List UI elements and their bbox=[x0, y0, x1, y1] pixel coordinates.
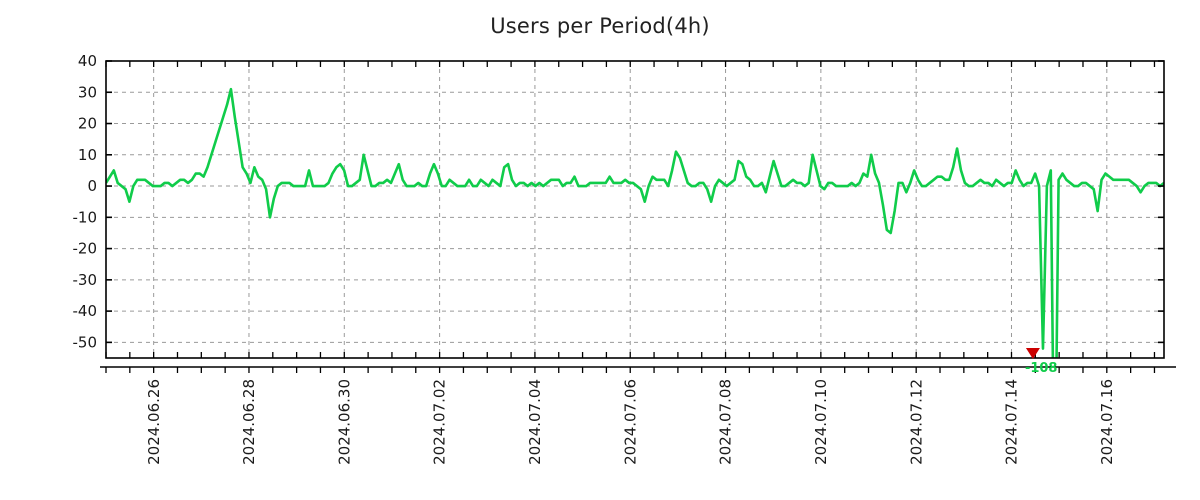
outlier-marker-triangle-down-icon bbox=[1025, 348, 1040, 359]
x-tick-label: 2024.07.12 bbox=[907, 379, 925, 465]
x-tick-label: 2024.07.04 bbox=[526, 379, 544, 465]
y-tick-label: -20 bbox=[73, 240, 98, 258]
x-tick-label: 2024.07.14 bbox=[1003, 379, 1021, 465]
y-axis: 40 30 20 10 0 -10 -20 -30 -40 -50 bbox=[73, 52, 1164, 351]
x-tick-label: 2024.07.16 bbox=[1098, 379, 1116, 465]
y-tick-label: 10 bbox=[78, 146, 97, 164]
plot-background bbox=[106, 61, 1164, 358]
y-tick-label: -10 bbox=[73, 208, 98, 226]
series-line-users-per-period bbox=[106, 87, 1164, 358]
y-tick-label: 0 bbox=[87, 177, 97, 195]
x-tick-label: 2024.06.28 bbox=[240, 379, 258, 465]
outlier-value-label: -108 bbox=[1025, 361, 1058, 376]
gridlines bbox=[106, 61, 1164, 358]
series-group bbox=[106, 87, 1164, 358]
x-tick-labels: 2024.06.26 2024.06.28 2024.06.30 2024.07.02… bbox=[145, 379, 1116, 465]
y-tick-label: 20 bbox=[78, 115, 97, 133]
x-tick-label: 2024.07.02 bbox=[431, 379, 449, 465]
x-tick-label: 2024.07.10 bbox=[812, 379, 830, 465]
y-tick-label: -40 bbox=[73, 302, 98, 320]
y-tick-label: 40 bbox=[78, 52, 97, 70]
x-tick-label: 2024.07.08 bbox=[717, 379, 735, 465]
y-tick-label: -30 bbox=[73, 271, 98, 289]
x-axis-labels-rule bbox=[100, 366, 1176, 373]
y-tick-label: -50 bbox=[73, 333, 98, 351]
x-tick-label: 2024.07.06 bbox=[621, 379, 639, 465]
x-tick-label: 2024.06.26 bbox=[145, 379, 163, 465]
plot-frame bbox=[105, 60, 1165, 359]
annotation-low-outlier: -108 bbox=[1025, 348, 1058, 376]
x-tick-label: 2024.06.30 bbox=[335, 379, 353, 465]
y-tick-label: 30 bbox=[78, 83, 97, 101]
x-axis bbox=[105, 61, 1156, 358]
chart-title: Users per Period(4h) bbox=[490, 14, 710, 38]
